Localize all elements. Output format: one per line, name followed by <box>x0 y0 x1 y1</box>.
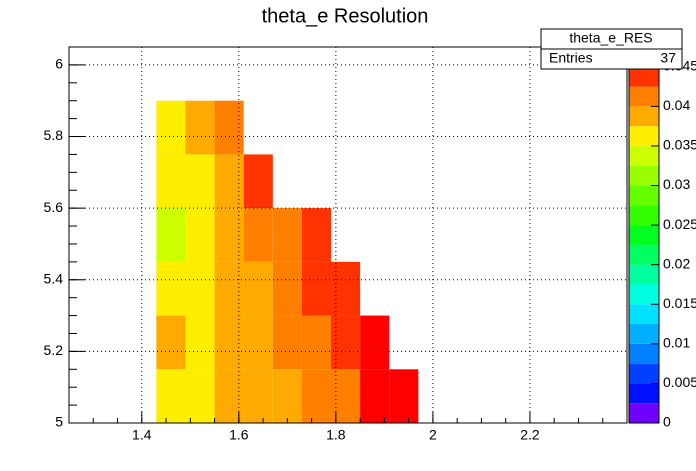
heatmap-cell <box>185 100 215 155</box>
x-tick-label: 1.8 <box>326 427 346 443</box>
z-tick-label: 0 <box>663 414 671 430</box>
heatmap-cell <box>243 208 273 262</box>
palette-bin <box>629 225 659 245</box>
palette-bin <box>629 86 659 107</box>
palette-bin <box>629 343 659 364</box>
z-tick-label: 0.035 <box>663 137 696 153</box>
z-tick-label: 0.01 <box>663 335 690 351</box>
heatmap-cell <box>243 154 273 209</box>
palette-bin <box>629 284 659 305</box>
heatmap-cell <box>272 315 302 370</box>
heatmap-cell <box>214 261 244 316</box>
heatmap-cell <box>272 208 302 262</box>
y-tick-label: 5.6 <box>44 199 64 215</box>
heatmap-cell <box>214 154 244 209</box>
stats-label: Entries <box>549 50 593 66</box>
heatmap-cell <box>301 208 332 262</box>
heatmap-cell <box>301 315 332 370</box>
stats-name: theta_e_RES <box>569 30 652 46</box>
stats-entries: 37 <box>660 50 676 66</box>
heatmap-cell <box>185 208 215 262</box>
heatmap-cell <box>214 315 244 370</box>
plot-frame <box>68 46 628 424</box>
palette-bin <box>629 324 659 344</box>
x-tick-label: 1.6 <box>229 427 249 443</box>
z-tick-label: 0.025 <box>663 216 696 232</box>
heatmap-cell <box>301 369 332 423</box>
heatmap-cell <box>331 315 361 370</box>
z-tick-label: 0.005 <box>663 374 696 390</box>
palette-bin <box>629 264 659 285</box>
palette-bin <box>629 383 659 404</box>
x-tick-label: 2 <box>429 427 437 443</box>
palette-bin <box>629 66 659 87</box>
z-tick-label: 0.02 <box>663 255 690 271</box>
y-tick-label: 5.2 <box>44 342 64 358</box>
heatmap-cell <box>185 369 215 423</box>
heatmap-cell <box>272 261 302 316</box>
palette-bin <box>629 145 659 166</box>
palette-bin <box>629 126 659 146</box>
y-tick-label: 5.4 <box>44 270 64 286</box>
palette-bin <box>629 106 659 127</box>
palette-bin <box>629 244 659 265</box>
heatmap-cell <box>243 261 273 316</box>
y-tick-label: 6 <box>55 56 63 72</box>
heatmap-cell <box>156 100 186 155</box>
palette-bin <box>629 165 659 186</box>
palette-bin <box>629 205 659 226</box>
heatmap-cell <box>360 315 390 370</box>
heatmap-cell <box>243 315 273 370</box>
palette-bin <box>629 363 659 384</box>
heatmap-cell <box>156 315 186 370</box>
x-tick-label: 2.2 <box>520 427 540 443</box>
heatmap-cell <box>301 261 332 316</box>
y-tick-label: 5.8 <box>44 127 64 143</box>
chart-title: theta_e Resolution <box>262 5 429 27</box>
heatmap-cell <box>243 369 273 423</box>
palette-bin <box>629 185 659 206</box>
z-tick-label: 0.015 <box>663 295 696 311</box>
heatmap-cell <box>156 369 186 423</box>
heatmap-cell <box>185 315 215 370</box>
heatmap-cell <box>185 154 215 209</box>
palette-bin <box>629 304 659 325</box>
heatmap-cell <box>156 154 186 209</box>
heatmap-cell <box>156 208 186 262</box>
heatmap-cell <box>156 261 186 316</box>
heatmap-cell <box>360 369 390 423</box>
x-tick-label: 1.4 <box>132 427 152 443</box>
heatmap-cell <box>389 369 419 423</box>
y-tick-label: 5 <box>55 414 63 430</box>
heatmap-cell <box>331 261 361 316</box>
z-tick-label: 0.03 <box>663 176 690 192</box>
z-tick-label: 0.04 <box>663 97 690 113</box>
heatmap-cell <box>272 369 302 423</box>
heatmap-cell <box>185 261 215 316</box>
palette-bin <box>629 403 659 423</box>
